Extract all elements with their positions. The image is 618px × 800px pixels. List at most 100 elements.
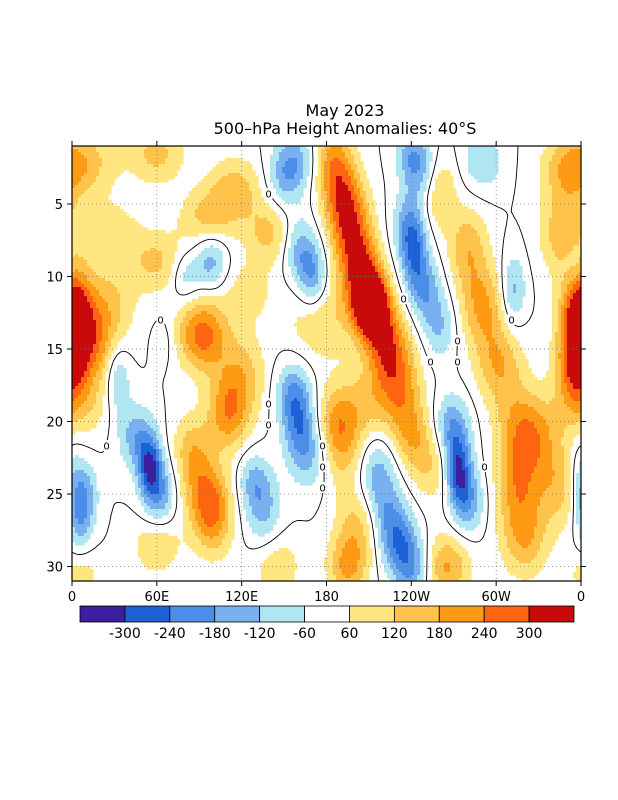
anomaly-cell: [378, 353, 397, 357]
anomaly-cell: [327, 569, 334, 573]
anomaly-cell: [477, 233, 490, 237]
anomaly-cell: [195, 383, 211, 387]
anomaly-cell: [219, 428, 235, 432]
anomaly-cell: [405, 323, 409, 327]
anomaly-cell: [537, 461, 553, 465]
anomaly-cell: [561, 371, 565, 375]
anomaly-cell: [465, 296, 472, 300]
anomaly-cell: [195, 338, 214, 342]
anomaly-cell: [393, 488, 403, 492]
anomaly-cell: [219, 359, 253, 363]
anomaly-cell: [186, 302, 265, 306]
anomaly-cell: [303, 161, 310, 165]
anomaly-cell: [504, 368, 520, 372]
anomaly-cell: [357, 410, 388, 414]
anomaly-cell: [150, 482, 154, 486]
anomaly-cell: [237, 341, 259, 345]
anomaly-cell: [102, 314, 112, 318]
anomaly-cell: [423, 413, 430, 417]
anomaly-cell: [303, 416, 307, 420]
anomaly-cell: [420, 551, 424, 555]
anomaly-cell: [576, 488, 580, 492]
anomaly-cell: [297, 269, 304, 273]
anomaly-cell: [513, 353, 526, 357]
contour-label: 0: [319, 484, 325, 495]
anomaly-cell: [192, 449, 202, 453]
anomaly-cell: [576, 506, 580, 510]
anomaly-cell: [330, 185, 337, 189]
anomaly-cell: [270, 155, 280, 159]
anomaly-cell: [450, 461, 454, 465]
anomaly-cell: [192, 317, 217, 321]
anomaly-cell: [147, 422, 157, 426]
anomaly-cell: [399, 248, 403, 252]
anomaly-cell: [72, 566, 91, 570]
anomaly-cell: [129, 467, 136, 471]
anomaly-cell: [102, 377, 106, 381]
anomaly-cell: [321, 167, 325, 171]
anomaly-cell: [327, 554, 334, 558]
anomaly-cell: [456, 503, 472, 507]
anomaly-cell: [552, 155, 565, 159]
anomaly-cell: [564, 401, 581, 405]
anomaly-cell: [102, 164, 154, 168]
anomaly-cell: [240, 365, 253, 369]
anomaly-cell: [513, 554, 538, 558]
anomaly-cell: [288, 467, 301, 471]
anomaly-cell: [294, 440, 310, 444]
anomaly-cell: [519, 401, 547, 405]
anomaly-cell: [375, 251, 382, 255]
anomaly-cell: [450, 470, 454, 474]
anomaly-cell: [381, 272, 385, 276]
anomaly-cell: [312, 416, 316, 420]
anomaly-cell: [414, 554, 421, 558]
anomaly-cell: [285, 146, 301, 150]
anomaly-cell: [384, 512, 400, 516]
anomaly-cell: [222, 494, 229, 498]
anomaly-cell: [213, 257, 223, 261]
anomaly-cell: [552, 245, 574, 249]
anomaly-cell: [348, 290, 352, 294]
anomaly-cell: [297, 332, 349, 336]
anomaly-cell: [183, 200, 202, 204]
anomaly-cell: [453, 458, 457, 462]
anomaly-cell: [213, 482, 220, 486]
contour-label-bg: [399, 293, 408, 304]
anomaly-cell: [366, 350, 373, 354]
anomaly-cell: [420, 266, 427, 270]
anomaly-cell: [477, 269, 490, 273]
anomaly-cell: [465, 476, 469, 480]
anomaly-cell: [498, 374, 505, 378]
anomaly-cell: [162, 452, 166, 456]
anomaly-cell: [159, 446, 166, 450]
anomaly-cell: [99, 389, 106, 393]
anomaly-cell: [501, 461, 508, 465]
anomaly-cell: [507, 494, 517, 498]
anomaly-cell: [462, 572, 472, 576]
anomaly-cell: [429, 452, 436, 456]
anomaly-cell: [384, 263, 391, 267]
anomaly-cell: [315, 176, 322, 180]
anomaly-cell: [84, 383, 94, 387]
anomaly-cell: [354, 512, 367, 516]
anomaly-cell: [420, 251, 424, 255]
anomaly-cell: [189, 320, 217, 324]
y-tick-label: 30: [46, 561, 63, 576]
anomaly-cell: [414, 527, 421, 531]
anomaly-cell: [474, 488, 478, 492]
anomaly-cell: [222, 377, 247, 381]
anomaly-cell: [432, 467, 439, 471]
anomaly-cell: [315, 452, 319, 456]
anomaly-cell: [423, 176, 430, 180]
anomaly-cell: [384, 545, 388, 549]
anomaly-cell: [540, 215, 553, 219]
anomaly-cell: [243, 416, 250, 420]
anomaly-cell: [531, 473, 556, 477]
anomaly-cell: [150, 443, 157, 447]
anomaly-cell: [570, 299, 581, 303]
anomaly-cell: [579, 536, 581, 540]
anomaly-cell: [459, 272, 472, 276]
anomaly-cell: [321, 215, 325, 219]
anomaly-cell: [414, 548, 421, 552]
anomaly-cell: [462, 416, 472, 420]
